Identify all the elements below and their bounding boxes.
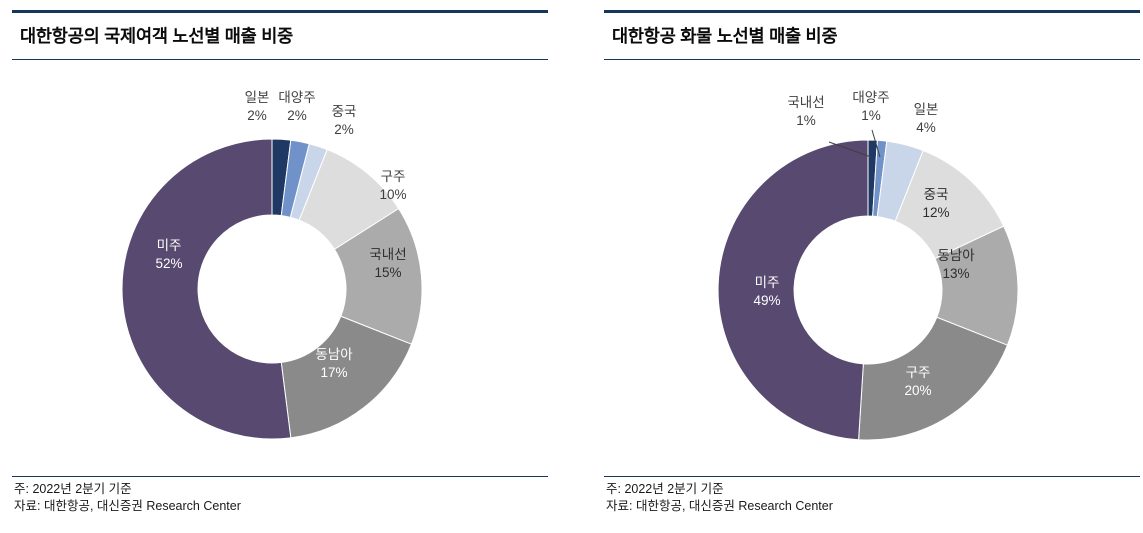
chart-note: 주: 2022년 2분기 기준 <box>606 482 724 496</box>
chart-note: 주: 2022년 2분기 기준 <box>14 482 132 496</box>
panel-international-passenger: 대한항공의 국제여객 노선별 매출 비중 일본 2% 대양주 2% 중국 2% 구주 10% 국… <box>12 10 548 517</box>
panel-title-bar: 대한항공의 국제여객 노선별 매출 비중 <box>12 10 548 60</box>
slice-label-구주: 구주 10% <box>379 169 406 202</box>
donut-chart-passenger: 일본 2% 대양주 2% 중국 2% 구주 10% 국내선 15% 동남아 17% 미주 52% <box>121 90 423 440</box>
slice-label-대양주: 대양주 1% <box>852 90 889 123</box>
slice-label-일본: 일본 2% <box>245 90 270 123</box>
report-figure-row: 대한항공의 국제여객 노선별 매출 비중 일본 2% 대양주 2% 중국 2% 구주 10% 국… <box>12 10 1140 517</box>
donut-slice-미주 <box>121 138 292 440</box>
slice-label-중국: 중국 2% <box>332 104 357 137</box>
slice-label-동남아: 동남아 13% <box>937 248 975 281</box>
slice-label-국내선: 국내선 15% <box>369 247 406 280</box>
slice-label-일본: 일본 4% <box>914 102 939 135</box>
slice-label-구주: 구주 20% <box>904 365 931 398</box>
panel-title-bar: 대한항공 화물 노선별 매출 비중 <box>604 10 1140 60</box>
panel-footer: 주: 2022년 2분기 기준 자료: 대한항공, 대신증권 Research … <box>604 476 1140 517</box>
donut-chart-cargo: 국내선 1% 대양주 1% 일본 4% 중국 12% 동남아 13% 구주 20% 미주 49% <box>717 90 1019 441</box>
slice-label-동남아: 동남아 17% <box>315 347 353 380</box>
slice-label-중국: 중국 12% <box>922 187 949 220</box>
panel-footer: 주: 2022년 2분기 기준 자료: 대한항공, 대신증권 Research … <box>12 476 548 517</box>
leader-line-국내선 <box>828 141 872 158</box>
leader-line-대양주 <box>871 129 881 158</box>
donut-slice-구주 <box>858 316 1009 441</box>
donut-slice-미주 <box>717 139 869 441</box>
slice-label-국내선: 국내선 1% <box>787 95 824 128</box>
chart-source: 자료: 대한항공, 대신증권 Research Center <box>14 498 241 513</box>
chart-area-cargo: 국내선 1% 대양주 1% 일본 4% 중국 12% 동남아 13% 구주 20% 미주 49% <box>604 60 1140 476</box>
slice-label-미주: 미주 49% <box>753 275 780 308</box>
panel-title: 대한항공의 국제여객 노선별 매출 비중 <box>20 26 294 46</box>
chart-source: 자료: 대한항공, 대신증권 Research Center <box>606 498 833 513</box>
chart-area-passenger: 일본 2% 대양주 2% 중국 2% 구주 10% 국내선 15% 동남아 17% 미주 52% <box>12 60 548 476</box>
panel-title: 대한항공 화물 노선별 매출 비중 <box>612 26 838 46</box>
slice-label-대양주: 대양주 2% <box>278 90 315 123</box>
panel-cargo: 대한항공 화물 노선별 매출 비중 국내선 1% 대양주 1% 일본 4% 중국 12% 동남아… <box>604 10 1140 517</box>
slice-label-미주: 미주 52% <box>155 238 182 271</box>
